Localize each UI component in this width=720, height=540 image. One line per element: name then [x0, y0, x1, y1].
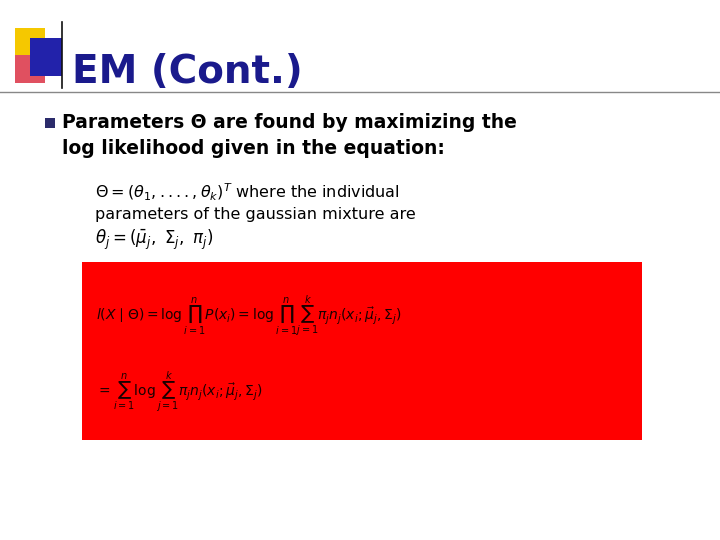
FancyBboxPatch shape: [15, 28, 45, 58]
Text: parameters of the gaussian mixture are: parameters of the gaussian mixture are: [95, 207, 415, 222]
FancyBboxPatch shape: [15, 55, 45, 83]
Text: $l(X \mid \Theta) = \log \prod_{i=1}^{n} P(x_i) = \log \prod_{i=1}^{n} \sum_{j=1: $l(X \mid \Theta) = \log \prod_{i=1}^{n}…: [96, 293, 402, 339]
Text: $\theta_j=(\bar{\mu}_j,\ \Sigma_j,\ \pi_j)$: $\theta_j=(\bar{\mu}_j,\ \Sigma_j,\ \pi_…: [95, 228, 213, 252]
Text: $\Theta= (\theta_1,....,\theta_k)^T$ where the individual: $\Theta= (\theta_1,....,\theta_k)^T$ whe…: [95, 181, 400, 202]
FancyBboxPatch shape: [82, 262, 642, 440]
Text: Parameters Θ are found by maximizing the: Parameters Θ are found by maximizing the: [62, 113, 517, 132]
FancyBboxPatch shape: [30, 38, 62, 76]
Text: log likelihood given in the equation:: log likelihood given in the equation:: [62, 138, 445, 158]
Text: $= \sum_{i=1}^{n} \log \sum_{j=1}^{k} \pi_j n_j(x_i; \vec{\mu}_j, \Sigma_j)$: $= \sum_{i=1}^{n} \log \sum_{j=1}^{k} \p…: [96, 369, 263, 415]
Text: EM (Cont.): EM (Cont.): [72, 53, 302, 91]
FancyBboxPatch shape: [45, 118, 55, 128]
